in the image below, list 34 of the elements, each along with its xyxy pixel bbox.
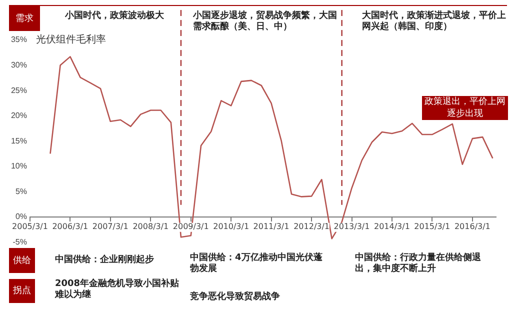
x-tick-label: 2012/3/1	[294, 222, 330, 232]
y-tick-label: 30%	[10, 60, 27, 70]
text: 竞争恶化导致贸易战争	[190, 292, 281, 303]
x-tick-label: 2008/3/1	[132, 222, 169, 232]
text: 需求	[9, 6, 40, 31]
x-tick-label: 2016/3/1	[454, 222, 490, 232]
x-tick-label: 2014/3/1	[374, 222, 410, 232]
x-tick-label: 2006/3/1	[52, 222, 88, 232]
x-tick-label: 2013/3/1	[334, 222, 370, 232]
y-tick-label: 0%	[15, 212, 27, 222]
annotation: 政策退出，平价上网逐步出现	[422, 96, 508, 120]
y-tick-label: 15%	[10, 136, 27, 146]
x-tick-label: 2005/3/1	[12, 222, 48, 232]
y-axis-title: 光伏组件毛利率	[36, 34, 106, 46]
x-tick-label: 2011/3/1	[253, 222, 290, 232]
y-tick-label: 10%	[10, 162, 27, 171]
text: 中国供给：4万亿推动中国光伏蓬勃发展	[190, 253, 324, 275]
y-tick-label: 35%	[10, 35, 27, 44]
text: 拐点	[9, 279, 35, 303]
y-tick-label: 20%	[10, 111, 27, 120]
text: 2008年金融危机导致小国补贴难以为继	[55, 279, 180, 301]
x-tick-label: 2009/3/1	[172, 222, 209, 232]
y-tick-label: 5%	[15, 186, 27, 196]
x-tick-label: 2010/3/1	[213, 222, 250, 232]
text: 中国供给：企业刚刚起步	[55, 255, 155, 266]
text: 小国逐步退坡，贸易战争频繁，大国需求酝酿（美、日、中）	[193, 11, 338, 33]
text: 大国时代，政策渐进式退坡，平价上网兴起（韩国、印度）	[362, 11, 507, 33]
y-tick-label: -5%	[12, 237, 27, 246]
y-tick-label: 25%	[10, 86, 27, 95]
x-tick-label: 2015/3/1	[414, 222, 450, 232]
x-tick-label: 2007/3/1	[92, 222, 128, 232]
text: 中国供给：行政力量在供给侧退出，集中度不断上升	[355, 253, 482, 275]
text: 供给	[9, 248, 35, 273]
text: 小国时代，政策波动极大	[65, 11, 165, 22]
